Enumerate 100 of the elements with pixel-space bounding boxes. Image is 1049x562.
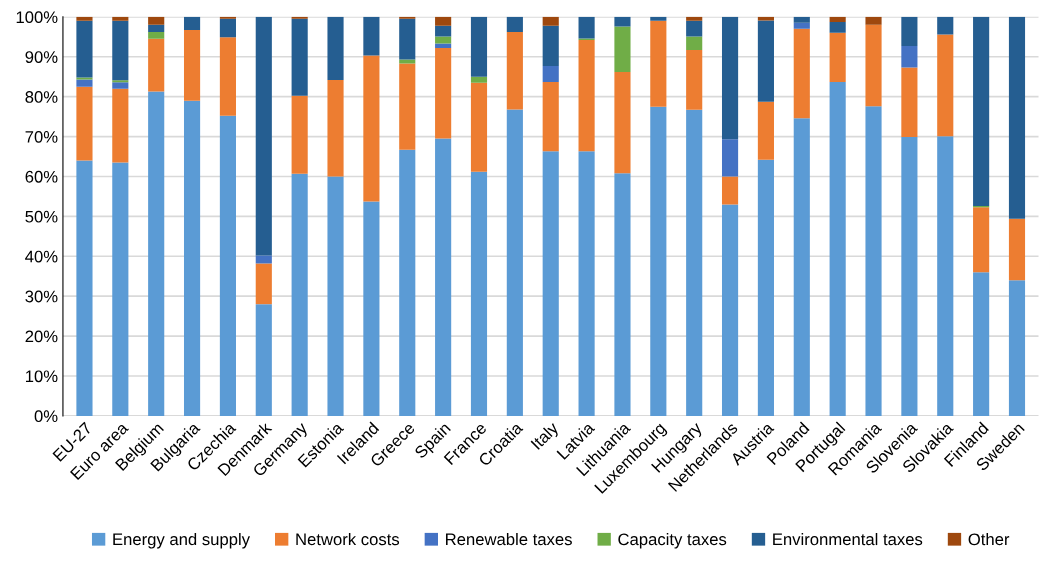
bar bbox=[435, 138, 452, 416]
bar bbox=[901, 45, 918, 68]
bar bbox=[112, 162, 129, 416]
bar bbox=[793, 22, 810, 29]
bar bbox=[112, 16, 129, 21]
y-tick-label: 0% bbox=[34, 410, 58, 423]
bar bbox=[399, 18, 416, 60]
bar bbox=[112, 20, 129, 81]
bar bbox=[901, 67, 918, 137]
bar bbox=[721, 16, 739, 140]
bar bbox=[327, 79, 344, 177]
bar bbox=[578, 151, 595, 416]
bar bbox=[901, 136, 918, 416]
y-tick-label: 90% bbox=[25, 51, 58, 63]
bar bbox=[435, 36, 452, 44]
bar bbox=[793, 16, 810, 23]
bar bbox=[363, 55, 380, 202]
bar bbox=[865, 24, 882, 107]
bar bbox=[865, 106, 882, 416]
bar bbox=[255, 16, 272, 256]
y-tick-label: 40% bbox=[25, 250, 58, 263]
bar bbox=[291, 18, 308, 96]
bar bbox=[112, 80, 129, 83]
bar bbox=[1008, 280, 1026, 416]
bar bbox=[327, 176, 344, 416]
y-tick-label: 30% bbox=[25, 290, 58, 303]
bar bbox=[255, 255, 272, 264]
bar bbox=[650, 106, 667, 416]
bar bbox=[542, 65, 559, 82]
bar bbox=[183, 100, 201, 416]
y-tick-label: 20% bbox=[25, 330, 58, 343]
bar bbox=[937, 34, 954, 137]
bar bbox=[399, 59, 416, 64]
bar bbox=[148, 16, 165, 25]
bar bbox=[793, 28, 810, 119]
bar bbox=[506, 16, 523, 33]
bar bbox=[614, 71, 631, 174]
bar bbox=[650, 16, 667, 21]
bar bbox=[721, 139, 739, 177]
bar bbox=[686, 109, 703, 416]
legend-label: Energy and supply bbox=[113, 532, 250, 549]
bar bbox=[829, 32, 846, 82]
bar bbox=[686, 16, 703, 21]
bar bbox=[470, 76, 488, 83]
bar bbox=[255, 263, 272, 305]
bar bbox=[470, 16, 488, 77]
bar bbox=[757, 20, 774, 102]
bar bbox=[148, 38, 165, 92]
y-tick-label: 70% bbox=[25, 130, 58, 143]
bar bbox=[470, 171, 488, 416]
y-tick-label: 80% bbox=[25, 91, 58, 103]
bar bbox=[76, 16, 93, 21]
legend-label: Network costs bbox=[296, 532, 400, 546]
bar bbox=[435, 25, 452, 37]
bar bbox=[757, 159, 774, 416]
bar bbox=[327, 16, 344, 80]
bar bbox=[291, 173, 308, 416]
bar bbox=[399, 63, 416, 150]
bar bbox=[686, 20, 703, 37]
bar bbox=[435, 43, 452, 48]
bar bbox=[219, 115, 236, 416]
bar bbox=[542, 81, 559, 152]
bar bbox=[614, 173, 631, 416]
bar bbox=[650, 20, 667, 107]
bar bbox=[578, 16, 595, 39]
y-tick-label: 10% bbox=[25, 370, 58, 383]
bar bbox=[1008, 16, 1026, 219]
bar bbox=[399, 16, 416, 19]
y-tick-label: 100% bbox=[16, 11, 58, 24]
bar bbox=[937, 136, 954, 416]
bar bbox=[183, 16, 201, 31]
bar bbox=[76, 79, 93, 87]
y-tick-label: 60% bbox=[25, 170, 58, 183]
legend-label: Environmental taxes bbox=[773, 532, 923, 546]
y-tick-label: 50% bbox=[25, 210, 58, 223]
bar bbox=[937, 16, 954, 35]
bar bbox=[148, 24, 165, 33]
bar bbox=[721, 204, 739, 416]
bar bbox=[76, 160, 93, 416]
bar bbox=[829, 22, 846, 33]
legend-label: Renewable taxes bbox=[446, 532, 572, 546]
bar bbox=[76, 77, 93, 80]
bar bbox=[614, 26, 631, 72]
bar bbox=[219, 18, 236, 38]
bar bbox=[399, 149, 416, 416]
bar bbox=[219, 37, 236, 116]
bar bbox=[363, 16, 380, 56]
bar bbox=[901, 16, 918, 46]
bar bbox=[76, 20, 93, 78]
bar bbox=[291, 16, 308, 19]
bar bbox=[148, 91, 165, 416]
bar bbox=[219, 16, 236, 19]
bar bbox=[829, 16, 846, 23]
bar bbox=[506, 32, 523, 110]
bar bbox=[686, 49, 703, 110]
bar bbox=[757, 101, 774, 160]
bar bbox=[973, 207, 990, 273]
legend-label: Capacity taxes bbox=[618, 532, 727, 549]
bar bbox=[829, 81, 846, 416]
bar bbox=[255, 304, 272, 416]
